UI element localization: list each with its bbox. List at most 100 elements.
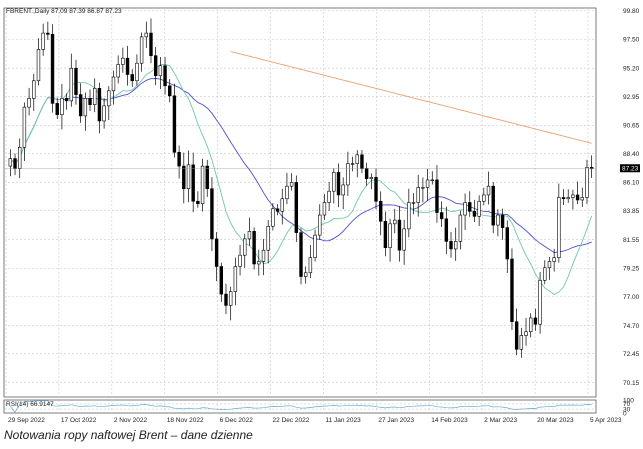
y-tick-label: 90.65 [623,123,640,130]
rsi-title: RSI(14) 66.9147 [6,401,54,408]
candle-body [463,202,467,216]
candle-body [341,184,345,196]
x-tick-label: 27 Jan 2023 [378,417,414,424]
candle [102,98,106,129]
candle [388,218,392,262]
candle-body [561,197,566,200]
y-tick-label: 92.95 [623,94,640,101]
candle-body [477,200,481,217]
candle-body [318,214,322,236]
candle-body [486,185,491,196]
last-price-box [620,164,640,173]
figure-caption: Notowania ropy naftowej Brent – dane dzi… [4,428,253,442]
candle-body [266,226,270,251]
candle [8,149,13,177]
candle [83,92,88,131]
candle [172,83,177,158]
candle [346,151,350,196]
candle [505,220,509,273]
candle-body [369,177,374,179]
candle-body [472,210,477,217]
candle-body [210,188,214,240]
candle-body [285,185,289,200]
candle-body [149,32,153,56]
candle-body [524,331,528,336]
candle [514,308,519,356]
candle-body [575,194,580,201]
candle-body [533,317,538,325]
candle [580,187,584,207]
candle [177,145,181,179]
x-tick-label: 2 Mar 2023 [484,417,517,424]
candle-body [303,272,308,277]
candle [557,183,561,263]
candle [186,150,191,203]
candle [533,308,538,331]
candle [27,87,31,116]
candle-body [430,179,434,182]
candle-body [543,267,547,281]
candle-body [500,214,505,228]
candle [271,203,275,231]
candle [336,163,341,208]
candle-body [158,65,163,77]
candle-body [280,198,284,212]
candle [510,248,514,330]
candle-body [233,266,238,292]
candle-body [18,146,22,169]
candle [13,153,17,176]
candle-body [247,231,252,240]
candle-body [416,187,420,203]
y-tick-label: 72.45 [623,351,640,358]
candle-body [74,67,78,95]
candle-body [378,200,383,222]
candle [257,249,261,276]
candle-body [125,57,130,75]
candle-body [402,228,406,251]
candle [294,175,299,242]
candle [275,204,280,216]
candle [116,55,120,84]
candle-body [350,163,355,165]
candle-body [421,187,425,189]
candle-body [60,98,64,115]
candle-body [496,214,500,226]
candle-body [458,214,463,242]
x-tick-label: 11 Jan 2023 [325,417,361,424]
candle [18,138,22,179]
y-tick-label: 77.00 [623,294,640,301]
candle-body [153,55,158,77]
rsi-line [10,400,592,414]
candle [543,260,547,285]
candle [78,83,83,123]
candle [158,57,163,89]
candle-body [439,212,444,220]
candle-body [228,291,233,306]
candle-body [397,219,402,251]
y-tick-label: 81.55 [623,237,640,244]
candle [453,227,458,261]
candle [529,313,533,338]
candle-body [116,64,120,78]
candle [552,248,556,272]
candle-body [547,261,552,269]
candle-body [261,249,266,262]
candle [458,210,463,250]
candle [55,97,59,119]
candle [477,195,481,227]
candle-body [491,185,495,226]
candle-body [510,258,514,323]
candle [280,188,284,225]
candle-body [585,167,589,198]
candle-body [13,158,17,169]
candle [430,171,434,185]
x-tick-label: 20 Mar 2023 [537,417,574,424]
candle [41,23,45,56]
candle [482,187,486,206]
candle-body [435,179,439,213]
candle [205,159,209,197]
candle [32,73,36,111]
rsi-tick-label: 0 [623,410,627,417]
candle-body [257,261,261,265]
candle-body [482,194,486,202]
